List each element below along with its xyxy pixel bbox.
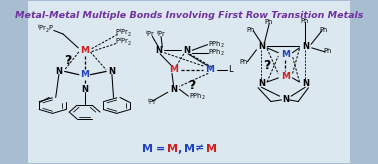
FancyBboxPatch shape	[18, 0, 360, 164]
Text: $^i$Pr$_2$P: $^i$Pr$_2$P	[37, 23, 55, 35]
Text: L: L	[228, 65, 233, 74]
Text: M: M	[143, 144, 153, 154]
Text: N: N	[56, 67, 62, 76]
Text: N: N	[183, 46, 190, 55]
Text: M: M	[167, 144, 178, 154]
Text: N: N	[155, 46, 162, 55]
Text: $^i$Pr: $^i$Pr	[145, 29, 156, 41]
Text: Ph: Ph	[320, 27, 328, 33]
Text: M: M	[206, 144, 217, 154]
Text: N: N	[282, 95, 289, 104]
Text: ?: ?	[188, 79, 195, 92]
Text: M: M	[281, 72, 290, 81]
Text: Metal-Metal Multiple Bonds Involving First Row Transition Metals: Metal-Metal Multiple Bonds Involving Fir…	[15, 11, 363, 20]
Text: PPh$_2$: PPh$_2$	[208, 40, 225, 50]
Text: N: N	[258, 79, 265, 88]
Text: N: N	[302, 79, 309, 88]
Text: =: =	[156, 144, 165, 154]
Text: $^i$Pr: $^i$Pr	[156, 29, 166, 41]
Text: ?: ?	[263, 59, 270, 72]
Text: ,: ,	[178, 144, 182, 154]
Text: Ph: Ph	[323, 48, 331, 54]
Text: PPh$_2$: PPh$_2$	[189, 92, 206, 102]
Text: N: N	[258, 42, 265, 51]
Text: M: M	[80, 46, 89, 55]
Text: Ph: Ph	[246, 27, 254, 33]
Text: M: M	[80, 70, 89, 79]
Text: M: M	[184, 144, 195, 154]
Text: ≠: ≠	[195, 144, 204, 154]
Text: $^i$Pr: $^i$Pr	[147, 97, 157, 108]
Text: M: M	[281, 50, 290, 59]
Text: P$^i$Pr$_2$: P$^i$Pr$_2$	[115, 27, 132, 40]
FancyBboxPatch shape	[18, 0, 360, 164]
Text: N: N	[81, 85, 88, 94]
Text: P$^i$Pr$_2$: P$^i$Pr$_2$	[115, 36, 132, 48]
Text: M: M	[205, 65, 214, 74]
Text: M: M	[169, 65, 178, 74]
Text: PPh$_2$: PPh$_2$	[208, 48, 225, 58]
Text: Ph: Ph	[265, 19, 273, 25]
Text: Ph: Ph	[301, 18, 309, 24]
Text: ?: ?	[64, 54, 71, 67]
Text: N: N	[108, 67, 115, 76]
Text: Ph: Ph	[240, 59, 248, 65]
Text: N: N	[302, 42, 309, 51]
Text: N: N	[170, 85, 177, 94]
